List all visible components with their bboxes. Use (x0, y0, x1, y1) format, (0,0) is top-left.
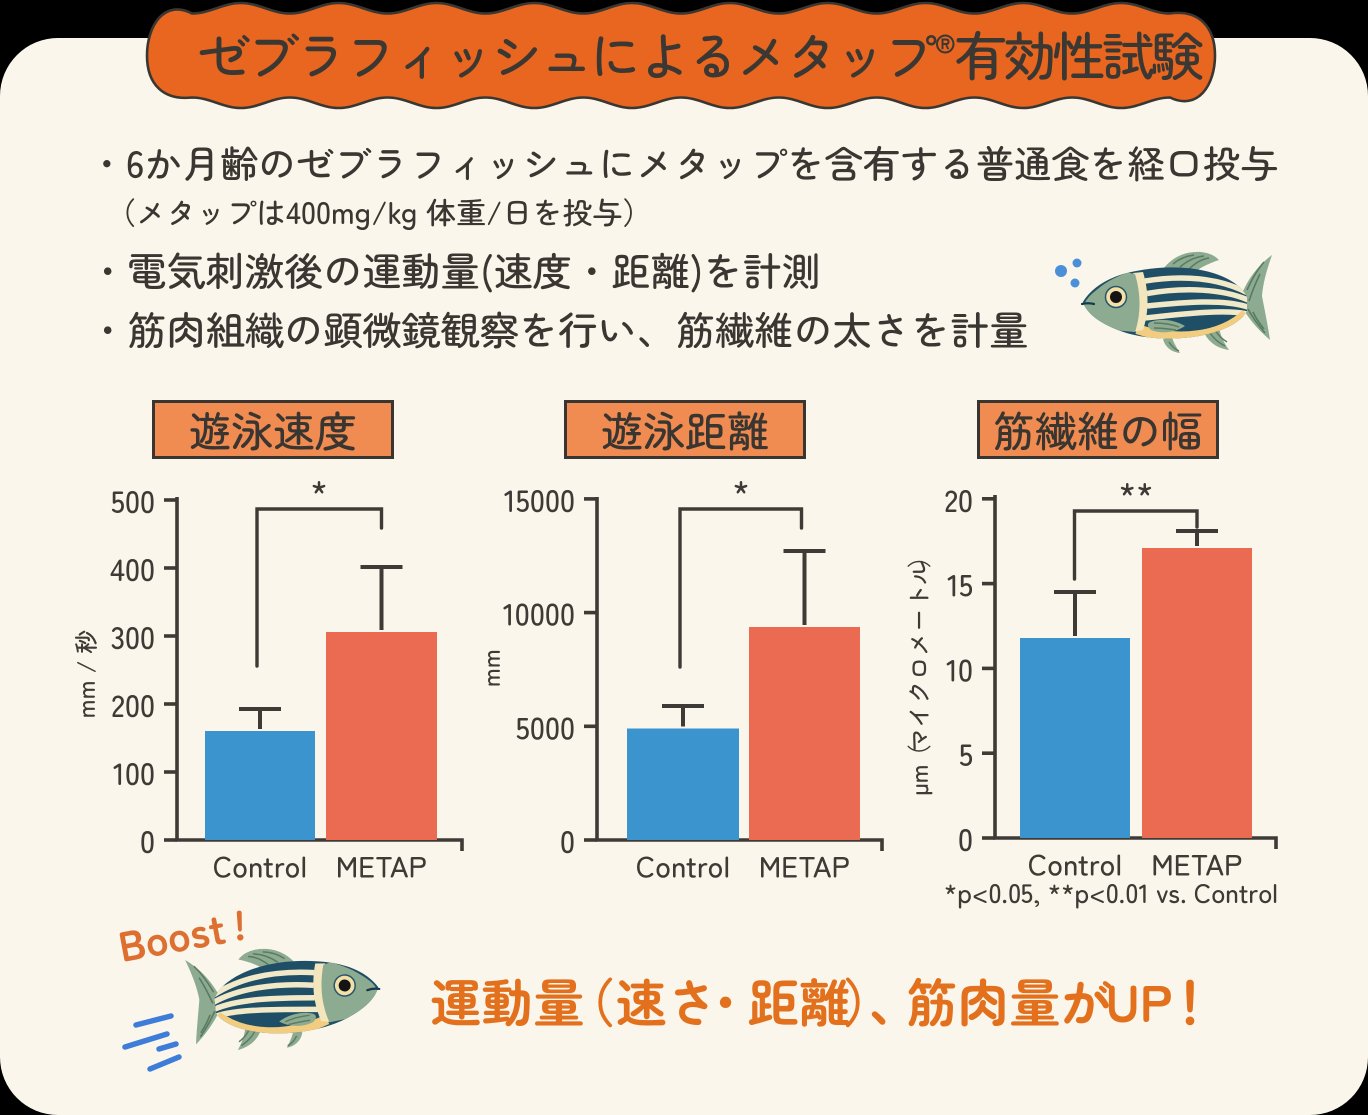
svg-text:5: 5 (959, 731, 973, 775)
svg-text:METAP: METAP (759, 844, 850, 886)
svg-text:*: * (732, 466, 749, 515)
svg-text:0: 0 (140, 818, 155, 862)
svg-text:METAP: METAP (336, 844, 427, 886)
svg-text:mm: mm (472, 649, 507, 687)
svg-text:0: 0 (560, 818, 575, 862)
svg-text:**: ** (1119, 468, 1154, 517)
svg-text:ゼブラフィッシュによるメタップ®有効性試験: ゼブラフィッシュによるメタップ®有効性試験 (197, 16, 1203, 92)
svg-text:*: * (310, 466, 327, 515)
svg-text:5000: 5000 (516, 704, 575, 748)
svg-text:μm（マイクロメートル）: μm（マイクロメートル） (900, 544, 935, 796)
svg-text:300: 300 (110, 614, 155, 658)
svg-text:500: 500 (111, 478, 155, 522)
svg-text:*p<0.05, **p<0.01 vs. Control: *p<0.05, **p<0.01 vs. Control (944, 874, 1278, 911)
svg-text:15: 15 (946, 562, 973, 606)
svg-text:10000: 10000 (502, 591, 575, 635)
svg-text:Control: Control (1028, 842, 1122, 884)
svg-text:15000: 15000 (503, 477, 575, 521)
svg-text:Control: Control (636, 844, 730, 886)
svg-text:0: 0 (958, 816, 973, 860)
svg-text:10: 10 (945, 646, 973, 690)
svg-text:100: 100 (112, 750, 155, 794)
svg-text:Control: Control (213, 844, 307, 886)
svg-text:mm / 秒: mm / 秒 (67, 630, 102, 719)
svg-text:20: 20 (945, 477, 974, 521)
svg-text:200: 200 (111, 682, 155, 726)
svg-text:400: 400 (110, 546, 155, 590)
svg-text:METAP: METAP (1152, 842, 1243, 884)
